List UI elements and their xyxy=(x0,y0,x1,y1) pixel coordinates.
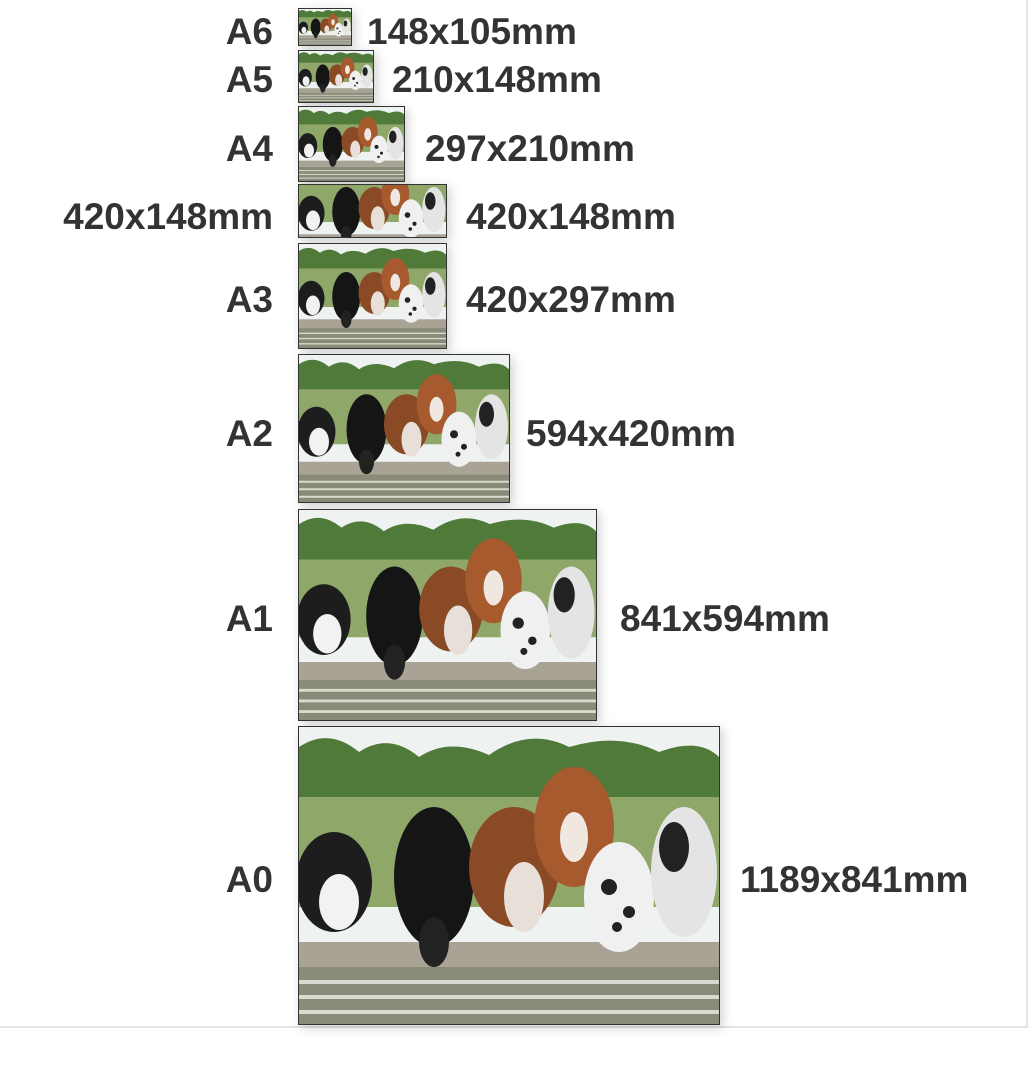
cattle-photo xyxy=(299,185,446,237)
cattle-photo xyxy=(299,510,596,720)
cattle-photo xyxy=(299,9,351,45)
label-a6: A6 xyxy=(225,11,273,52)
label-a4: A4 xyxy=(225,128,273,169)
size-a2: 594x420mm xyxy=(526,413,736,454)
photo-a2 xyxy=(298,354,510,503)
size-a0: 1189x841mm xyxy=(740,859,969,900)
frame xyxy=(0,0,1028,1028)
cattle-photo xyxy=(299,107,404,181)
size-a5: 210x148mm xyxy=(392,59,602,100)
label-a0: A0 xyxy=(225,859,273,900)
label-panorama: 420x148mm xyxy=(63,196,273,237)
photo-a5 xyxy=(298,50,374,103)
size-a6: 148x105mm xyxy=(367,11,577,52)
cattle-photo xyxy=(299,727,719,1024)
size-a3: 420x297mm xyxy=(466,279,676,320)
label-a1: A1 xyxy=(225,598,273,639)
label-a2: A2 xyxy=(225,413,273,454)
photo-a3 xyxy=(298,243,447,349)
photo-a1 xyxy=(298,509,597,721)
cattle-photo xyxy=(299,244,446,348)
cattle-photo xyxy=(299,355,509,502)
cattle-photo xyxy=(299,51,373,102)
photo-a4 xyxy=(298,106,405,182)
size-panorama: 420x148mm xyxy=(466,196,676,237)
label-a3: A3 xyxy=(225,279,273,320)
photo-panorama xyxy=(298,184,447,238)
label-a5: A5 xyxy=(225,59,273,100)
photo-a0 xyxy=(298,726,720,1025)
size-a4: 297x210mm xyxy=(425,128,635,169)
size-a1: 841x594mm xyxy=(620,598,830,639)
photo-a6 xyxy=(298,8,352,46)
